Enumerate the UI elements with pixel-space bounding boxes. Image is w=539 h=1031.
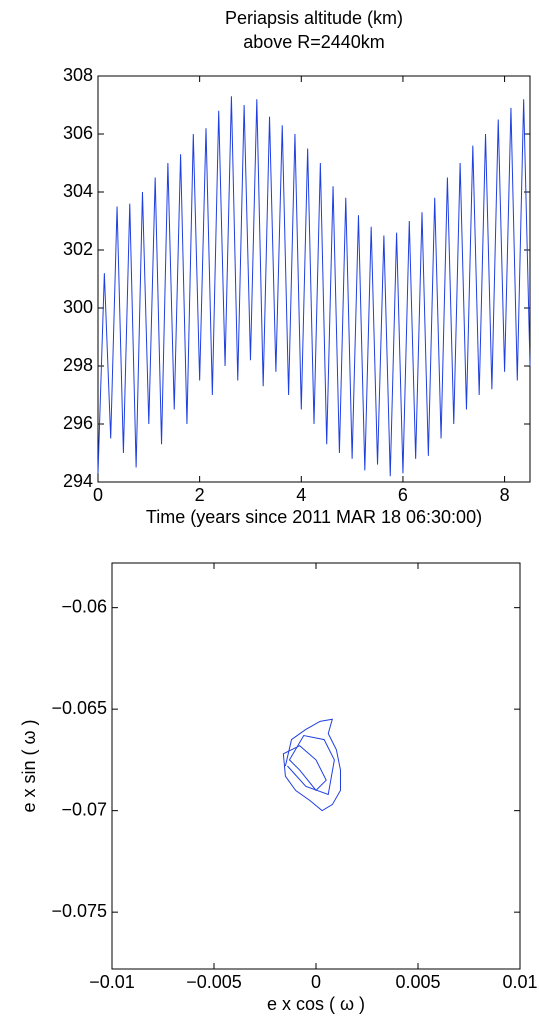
y-tick-label: −0.075 — [51, 901, 107, 921]
y-tick-label: 302 — [63, 239, 93, 259]
axes-box — [97, 75, 531, 483]
data-line — [282, 718, 341, 812]
y-axis-label: e x sin ( ω ) — [19, 719, 39, 812]
y-tick-label: 308 — [63, 65, 93, 85]
data-line — [97, 96, 531, 477]
x-axis-label: e x cos ( ω ) — [267, 994, 365, 1014]
y-tick-label: 296 — [63, 413, 93, 433]
y-tick-label: 294 — [63, 471, 93, 491]
y-tick-label: 298 — [63, 355, 93, 375]
axes-box — [111, 562, 521, 970]
x-tick-label: 0 — [311, 972, 321, 992]
y-tick-label: 304 — [63, 181, 93, 201]
y-tick-label: −0.07 — [61, 799, 107, 819]
y-tick-label: −0.06 — [61, 596, 107, 616]
x-tick-label: 2 — [195, 485, 205, 505]
y-tick-label: −0.065 — [51, 698, 107, 718]
x-tick-label: 0.01 — [502, 972, 537, 992]
x-tick-label: 0 — [93, 485, 103, 505]
x-tick-label: 4 — [296, 485, 306, 505]
y-tick-label: 300 — [63, 297, 93, 317]
y-tick-label: 306 — [63, 123, 93, 143]
x-tick-label: 6 — [398, 485, 408, 505]
chart-title: above R=2440km — [243, 32, 385, 52]
x-tick-label: 0.005 — [395, 972, 440, 992]
x-tick-label: −0.005 — [186, 972, 242, 992]
x-tick-label: 8 — [500, 485, 510, 505]
x-tick-label: −0.01 — [89, 972, 135, 992]
x-axis-label: Time (years since 2011 MAR 18 06:30:00) — [146, 507, 482, 527]
chart-title: Periapsis altitude (km) — [225, 8, 403, 28]
